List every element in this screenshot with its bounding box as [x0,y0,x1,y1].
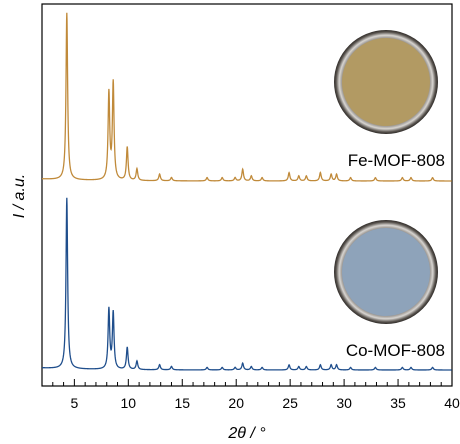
x-axis-ticks [41,379,453,386]
x-tick-label: 30 [336,395,352,411]
series-line-co-mof-808 [42,197,452,371]
series-line-fe-mof-808 [42,12,452,182]
x-tick-label: 20 [228,395,244,411]
fe-sample-swatch [334,30,438,134]
co-sample-powder [342,228,430,316]
series-label-fe-mof-808: Fe-MOF-808 [348,151,445,170]
co-sample-swatch [334,220,438,324]
x-axis-title: 2θ / ° [227,425,266,442]
y-axis-title: I / a.u. [11,174,28,218]
x-tick-label: 40 [444,395,460,411]
x-tick-label: 35 [390,395,406,411]
x-tick-label: 15 [174,395,190,411]
x-axis-tick-labels: 5 10 15 20 25 30 35 40 [70,395,460,411]
x-tick-label: 10 [121,395,137,411]
fe-sample-powder [342,38,430,126]
x-tick-label: 5 [70,395,78,411]
series-label-co-mof-808: Co-MOF-808 [346,341,445,360]
x-tick-label: 25 [282,395,298,411]
